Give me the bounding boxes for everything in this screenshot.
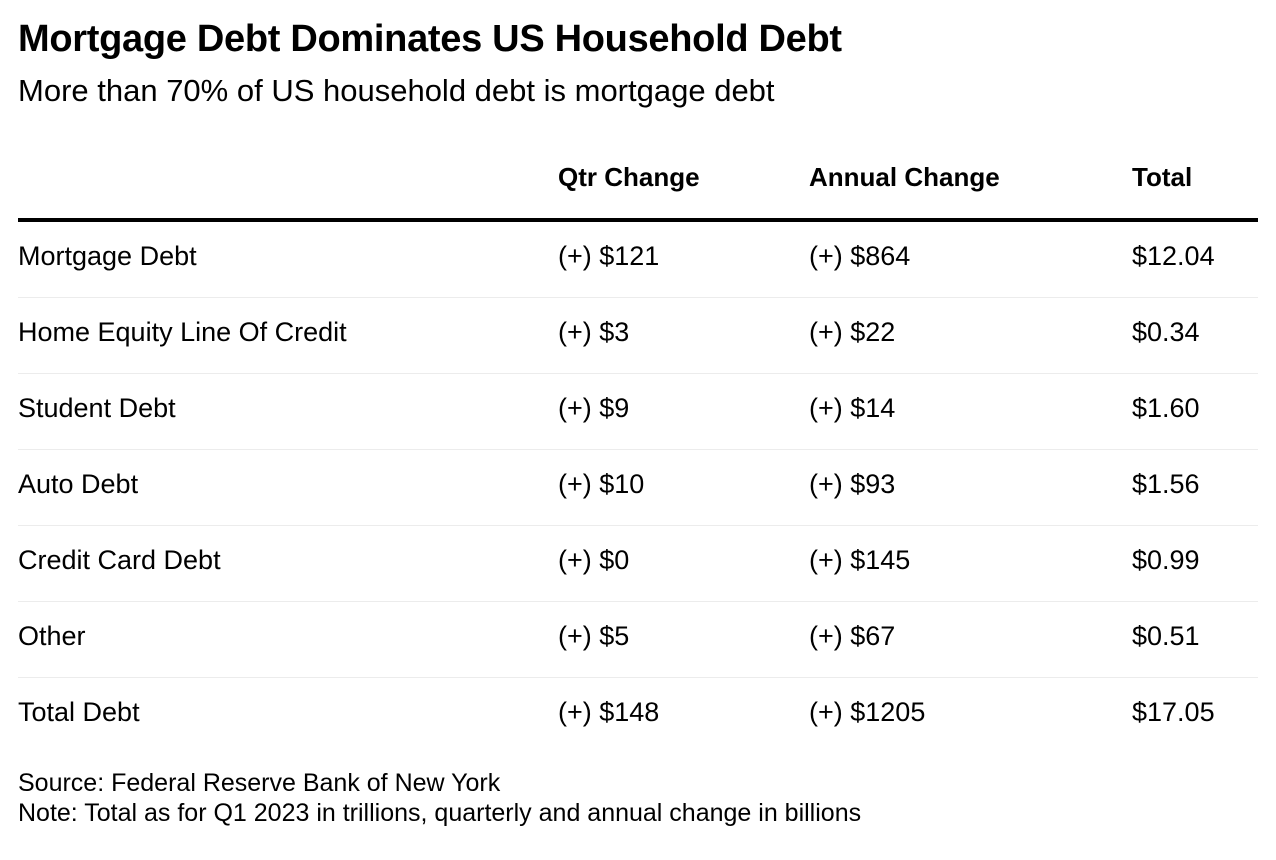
cell-annual-change: (+) $93 bbox=[809, 469, 896, 499]
cell-category: Auto Debt bbox=[18, 469, 139, 499]
header-total: Total bbox=[1132, 162, 1193, 192]
units-note: Note: Total as for Q1 2023 in trillions,… bbox=[18, 799, 862, 827]
cell-total: $0.34 bbox=[1132, 317, 1200, 347]
cell-annual-change: (+) $1205 bbox=[809, 697, 926, 727]
cell-qtr-change: (+) $148 bbox=[558, 697, 660, 727]
table-row: Mortgage Debt (+) $121 (+) $864 $12.04 bbox=[18, 222, 1258, 298]
cell-annual-change: (+) $14 bbox=[809, 393, 896, 423]
table-row: Other (+) $5 (+) $67 $0.51 bbox=[18, 602, 1258, 678]
cell-total: $1.60 bbox=[1132, 393, 1200, 423]
cell-total: $1.56 bbox=[1132, 469, 1200, 499]
cell-annual-change: (+) $67 bbox=[809, 621, 896, 651]
cell-qtr-change: (+) $0 bbox=[558, 545, 630, 575]
cell-category: Other bbox=[18, 621, 86, 651]
cell-annual-change: (+) $864 bbox=[809, 241, 911, 271]
cell-category: Mortgage Debt bbox=[18, 241, 197, 271]
cell-annual-change: (+) $145 bbox=[809, 545, 911, 575]
cell-total: $0.99 bbox=[1132, 545, 1200, 575]
chart-subtitle: More than 70% of US household debt is mo… bbox=[18, 73, 775, 108]
cell-total: $12.04 bbox=[1132, 241, 1215, 271]
chart-title: Mortgage Debt Dominates US Household Deb… bbox=[18, 18, 842, 60]
source-note: Source: Federal Reserve Bank of New York bbox=[18, 769, 501, 797]
cell-total: $17.05 bbox=[1132, 697, 1215, 727]
table-header-row: Qtr Change Annual Change Total bbox=[18, 150, 1258, 222]
chart-footer: Source: Federal Reserve Bank of New York… bbox=[18, 768, 861, 828]
cell-qtr-change: (+) $121 bbox=[558, 241, 660, 271]
cell-category: Total Debt bbox=[18, 697, 140, 727]
cell-total: $0.51 bbox=[1132, 621, 1200, 651]
cell-qtr-change: (+) $9 bbox=[558, 393, 630, 423]
cell-category: Home Equity Line Of Credit bbox=[18, 317, 347, 347]
table-row: Auto Debt (+) $10 (+) $93 $1.56 bbox=[18, 450, 1258, 526]
table-row: Student Debt (+) $9 (+) $14 $1.60 bbox=[18, 374, 1258, 450]
table-row: Credit Card Debt (+) $0 (+) $145 $0.99 bbox=[18, 526, 1258, 602]
cell-annual-change: (+) $22 bbox=[809, 317, 896, 347]
cell-category: Student Debt bbox=[18, 393, 176, 423]
debt-table: Qtr Change Annual Change Total Mortgage … bbox=[18, 150, 1258, 753]
table-row: Total Debt (+) $148 (+) $1205 $17.05 bbox=[18, 678, 1258, 753]
table-body: Mortgage Debt (+) $121 (+) $864 $12.04 Home … bbox=[18, 222, 1258, 753]
cell-category: Credit Card Debt bbox=[18, 545, 221, 575]
cell-qtr-change: (+) $3 bbox=[558, 317, 630, 347]
header-qtr-change: Qtr Change bbox=[558, 162, 700, 192]
header-annual-change: Annual Change bbox=[809, 162, 1000, 192]
cell-qtr-change: (+) $5 bbox=[558, 621, 630, 651]
table-row: Home Equity Line Of Credit (+) $3 (+) $22 $… bbox=[18, 298, 1258, 374]
cell-qtr-change: (+) $10 bbox=[558, 469, 645, 499]
